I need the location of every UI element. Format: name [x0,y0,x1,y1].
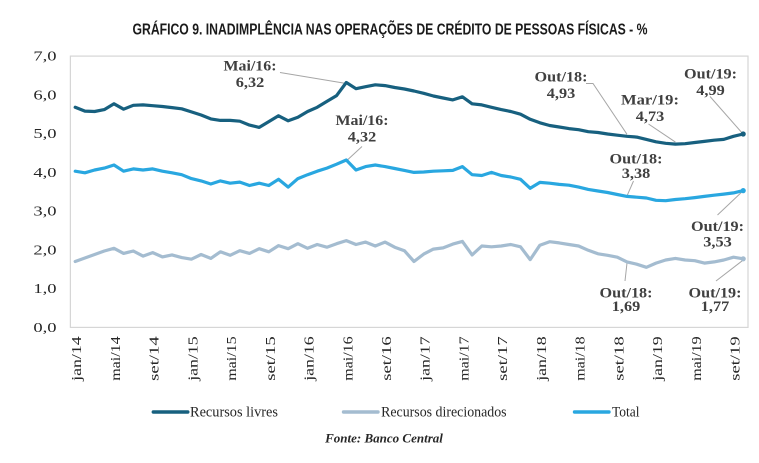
svg-text:set/14: set/14 [148,336,163,381]
svg-text:Fonte: Banco Central: Fonte: Banco Central [324,431,443,446]
svg-text:Out/19:: Out/19: [691,219,744,235]
svg-text:jan/14: jan/14 [70,336,85,382]
svg-text:mai/16: mai/16 [341,336,356,381]
svg-text:jan/19: jan/19 [651,336,666,382]
svg-text:5,0: 5,0 [33,127,56,142]
svg-text:7,0: 7,0 [33,50,56,65]
svg-text:Out/19:: Out/19: [684,67,737,83]
svg-text:mai/19: mai/19 [690,336,705,381]
svg-text:Recursos direcionados: Recursos direcionados [381,404,507,420]
svg-text:jan/16: jan/16 [303,336,318,382]
svg-text:0,0: 0,0 [33,321,56,336]
svg-text:6,0: 6,0 [33,89,56,104]
svg-text:set/16: set/16 [380,336,395,381]
svg-text:2,0: 2,0 [33,244,56,259]
svg-text:Out/18:: Out/18: [600,286,653,302]
svg-text:jan/17: jan/17 [419,336,434,382]
svg-text:set/17: set/17 [496,336,511,381]
svg-text:Out/19:: Out/19: [689,286,742,302]
svg-text:mai/14: mai/14 [109,336,124,381]
svg-text:4,93: 4,93 [547,86,576,102]
svg-text:3,53: 3,53 [703,235,732,251]
svg-text:4,73: 4,73 [636,109,665,125]
svg-text:set/18: set/18 [612,336,627,381]
svg-text:Mai/16:: Mai/16: [224,59,277,75]
svg-text:Mai/16:: Mai/16: [336,113,389,129]
svg-text:Total: Total [612,404,640,420]
svg-text:jan/15: jan/15 [186,336,201,382]
svg-text:3,38: 3,38 [622,166,651,182]
svg-text:1,0: 1,0 [33,282,56,297]
svg-text:4,32: 4,32 [348,130,377,146]
svg-text:4,99: 4,99 [696,83,725,99]
svg-text:set/15: set/15 [264,336,279,381]
svg-text:Recursos livres: Recursos livres [190,404,278,420]
svg-text:mai/18: mai/18 [574,336,589,381]
svg-text:set/19: set/19 [729,336,744,381]
svg-text:4,0: 4,0 [33,166,56,181]
svg-text:mai/15: mai/15 [225,336,240,381]
svg-text:3,0: 3,0 [33,205,56,220]
svg-text:mai/17: mai/17 [457,336,472,381]
svg-text:1,69: 1,69 [612,299,641,315]
svg-text:GRÁFICO 9. INADIMPLÊNCIA NAS O: GRÁFICO 9. INADIMPLÊNCIA NAS OPERAÇÕES D… [133,20,648,38]
svg-text:Out/18:: Out/18: [610,152,663,168]
svg-text:1,77: 1,77 [701,299,730,315]
svg-text:Mar/19:: Mar/19: [621,93,679,109]
svg-text:6,32: 6,32 [236,75,265,91]
svg-text:Out/18:: Out/18: [535,70,588,86]
svg-text:jan/18: jan/18 [535,336,550,382]
